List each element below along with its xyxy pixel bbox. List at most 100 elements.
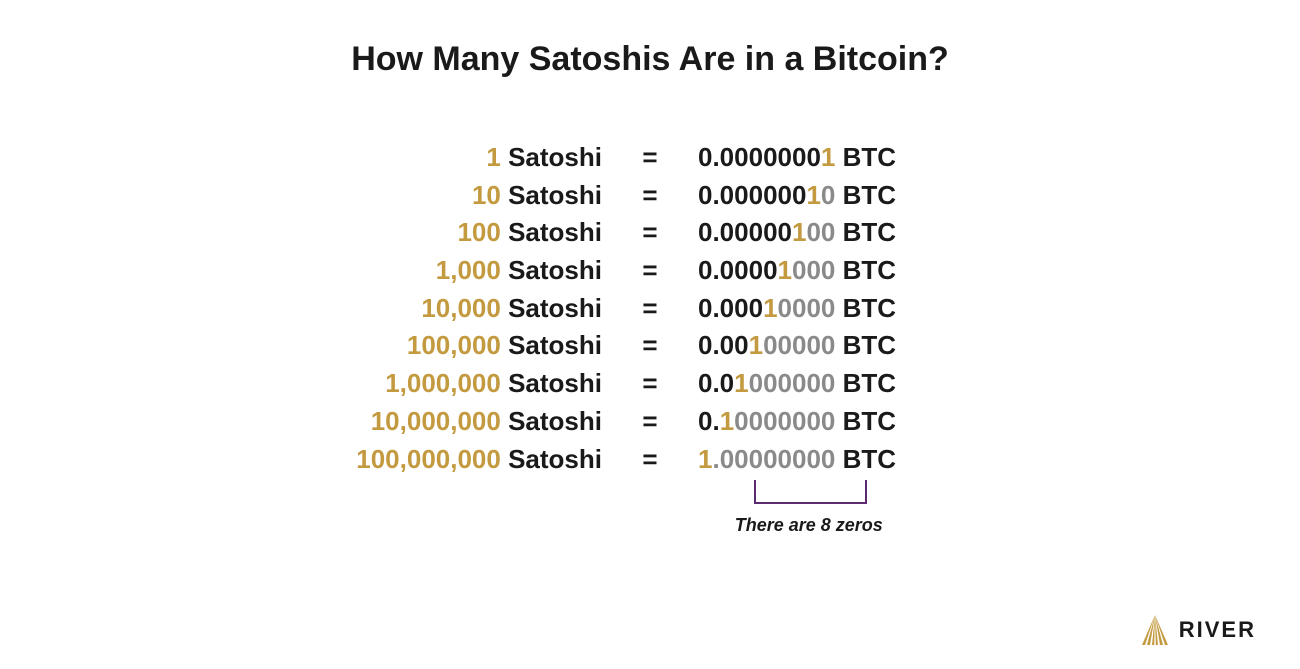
btc-number: 0.00000100	[698, 217, 835, 247]
btc-significant: 1	[734, 368, 748, 398]
satoshi-number: 1	[486, 142, 500, 172]
satoshi-label: Satoshi	[501, 255, 602, 285]
satoshi-number: 1,000	[436, 255, 501, 285]
btc-number: 0.10000000	[698, 406, 835, 436]
table-row: 1 Satoshi=0.00000001 BTC	[0, 139, 1300, 177]
btc-number: 1.00000000	[698, 444, 835, 474]
btc-label: BTC	[835, 217, 896, 247]
btc-significant: 1	[698, 444, 712, 474]
btc-leading: 0.0	[698, 368, 734, 398]
btc-number: 0.01000000	[698, 368, 835, 398]
btc-label: BTC	[835, 180, 896, 210]
btc-number: 0.00000001	[698, 142, 835, 172]
equals-sign: =	[630, 139, 670, 177]
equals-sign: =	[630, 290, 670, 328]
btc-trailing: 000000	[749, 368, 836, 398]
btc-number: 0.00001000	[698, 255, 835, 285]
river-logo-icon	[1139, 615, 1171, 645]
satoshi-label: Satoshi	[501, 217, 602, 247]
satoshi-number: 10,000,000	[371, 406, 501, 436]
satoshi-number: 10,000	[421, 293, 501, 323]
equals-sign: =	[630, 214, 670, 252]
btc-cell: 1.00000000 BTCThere are 8 zeros	[670, 441, 1088, 479]
btc-significant: 1	[720, 406, 734, 436]
btc-label: BTC	[835, 444, 896, 474]
satoshi-label: Satoshi	[501, 406, 602, 436]
btc-significant: 1	[806, 180, 820, 210]
equals-sign: =	[630, 177, 670, 215]
satoshi-number: 10	[472, 180, 501, 210]
satoshi-label: Satoshi	[501, 293, 602, 323]
btc-significant: 1	[792, 217, 806, 247]
btc-label: BTC	[835, 142, 896, 172]
satoshi-label: Satoshi	[501, 368, 602, 398]
btc-trailing: 000	[792, 255, 835, 285]
btc-trailing: 0000	[778, 293, 836, 323]
btc-trailing: .00000000	[712, 444, 835, 474]
btc-number: 0.00010000	[698, 293, 835, 323]
btc-cell: 0.00000001 BTC	[670, 139, 1088, 177]
satoshi-number: 100,000	[407, 330, 501, 360]
bracket-caption: There are 8 zeros	[719, 512, 899, 538]
btc-leading: 0.000000	[698, 180, 806, 210]
btc-leading: 0.000	[698, 293, 763, 323]
btc-significant: 1	[821, 142, 835, 172]
satoshi-number: 1,000,000	[385, 368, 501, 398]
satoshi-cell: 1,000 Satoshi	[212, 252, 630, 290]
equals-sign: =	[630, 403, 670, 441]
table-row: 100 Satoshi=0.00000100 BTC	[0, 214, 1300, 252]
satoshi-cell: 1 Satoshi	[212, 139, 630, 177]
satoshi-cell: 10 Satoshi	[212, 177, 630, 215]
satoshi-cell: 100,000 Satoshi	[212, 327, 630, 365]
table-row: 1,000,000 Satoshi=0.01000000 BTC	[0, 365, 1300, 403]
btc-trailing: 0	[821, 180, 835, 210]
equals-sign: =	[630, 365, 670, 403]
btc-label: BTC	[835, 330, 896, 360]
satoshi-cell: 100,000,000 Satoshi	[212, 441, 630, 479]
btc-cell: 0.01000000 BTC	[670, 365, 1088, 403]
equals-sign: =	[630, 252, 670, 290]
btc-significant: 1	[763, 293, 777, 323]
btc-number: 0.00000010	[698, 180, 835, 210]
table-row: 100,000 Satoshi=0.00100000 BTC	[0, 327, 1300, 365]
btc-number: 0.00100000	[698, 330, 835, 360]
btc-trailing: 00	[806, 217, 835, 247]
table-row: 1,000 Satoshi=0.00001000 BTC	[0, 252, 1300, 290]
satoshi-cell: 100 Satoshi	[212, 214, 630, 252]
btc-label: BTC	[835, 293, 896, 323]
satoshi-number: 100	[457, 217, 500, 247]
table-row: 100,000,000 Satoshi=1.00000000 BTCThere …	[0, 441, 1300, 479]
satoshi-cell: 1,000,000 Satoshi	[212, 365, 630, 403]
satoshi-label: Satoshi	[501, 180, 602, 210]
btc-cell: 0.00000010 BTC	[670, 177, 1088, 215]
btc-significant: 1	[778, 255, 792, 285]
equals-sign: =	[630, 441, 670, 479]
table-row: 10,000 Satoshi=0.00010000 BTC	[0, 290, 1300, 328]
btc-leading: 0.	[698, 406, 720, 436]
bracket-icon	[754, 480, 867, 504]
satoshi-cell: 10,000 Satoshi	[212, 290, 630, 328]
btc-label: BTC	[835, 368, 896, 398]
satoshi-label: Satoshi	[501, 330, 602, 360]
btc-trailing: 00000	[763, 330, 835, 360]
btc-trailing: 0000000	[734, 406, 835, 436]
page-title: How Many Satoshis Are in a Bitcoin?	[0, 0, 1300, 79]
btc-label: BTC	[835, 255, 896, 285]
btc-label: BTC	[835, 406, 896, 436]
btc-leading: 0.00000	[698, 217, 792, 247]
btc-cell: 0.10000000 BTC	[670, 403, 1088, 441]
btc-leading: 0.00	[698, 330, 749, 360]
table-row: 10,000,000 Satoshi=0.10000000 BTC	[0, 403, 1300, 441]
btc-leading: 0.0000	[698, 255, 778, 285]
satoshi-label: Satoshi	[501, 444, 602, 474]
satoshi-number: 100,000,000	[356, 444, 501, 474]
btc-cell: 0.00010000 BTC	[670, 290, 1088, 328]
river-logo: RIVER	[1139, 615, 1256, 645]
conversion-table: 1 Satoshi=0.00000001 BTC10 Satoshi=0.000…	[0, 139, 1300, 478]
satoshi-label: Satoshi	[501, 142, 602, 172]
btc-cell: 0.00100000 BTC	[670, 327, 1088, 365]
btc-cell: 0.00000100 BTC	[670, 214, 1088, 252]
equals-sign: =	[630, 327, 670, 365]
btc-cell: 0.00001000 BTC	[670, 252, 1088, 290]
river-logo-text: RIVER	[1179, 617, 1256, 643]
